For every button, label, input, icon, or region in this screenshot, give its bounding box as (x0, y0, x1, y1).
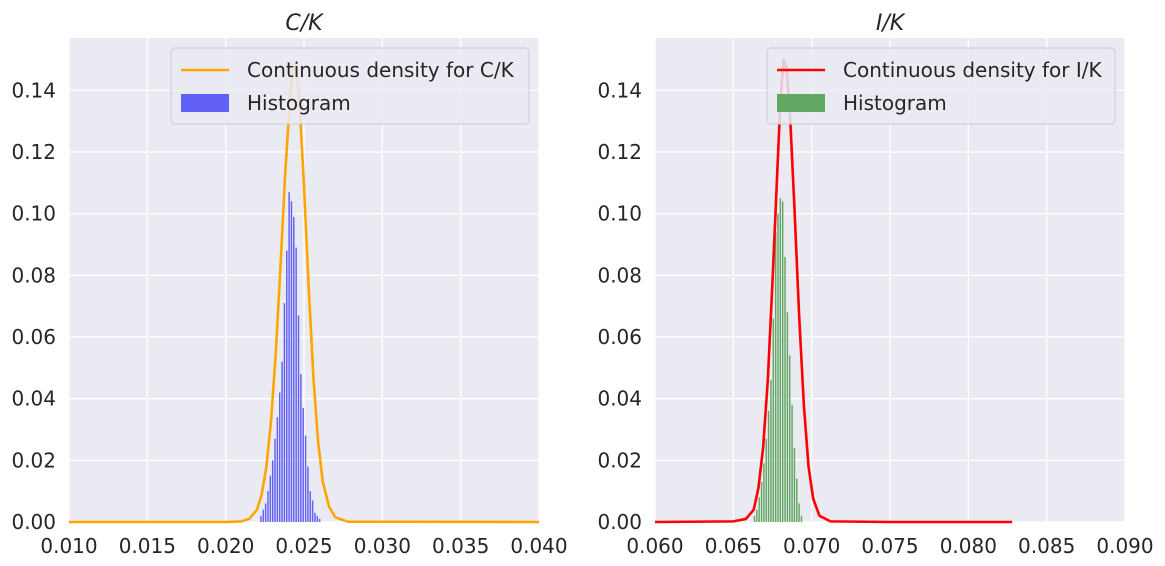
right-histogram-bar-19 (798, 503, 800, 522)
left-y-tick-label-2: 0.04 (11, 387, 56, 411)
left-histogram-bar-15 (295, 247, 297, 523)
left-histogram-bar-10 (283, 303, 286, 522)
right-y-tick-label-5: 0.10 (597, 202, 642, 226)
left-histogram-bar-22 (311, 500, 314, 522)
left-legend: Continuous density for C/K Histogram (170, 47, 530, 125)
left-legend-box (170, 47, 530, 125)
left-x-tick-label-1: 0.015 (119, 534, 176, 558)
left-y-tick-label-4: 0.08 (11, 263, 56, 287)
left-y-tick-label-0: 0.00 (11, 510, 56, 534)
left-histogram-bar-19 (304, 435, 307, 522)
right-x-tick-label-0: 0.060 (626, 534, 683, 558)
right-histogram-bar-3 (760, 481, 763, 522)
right-histogram-bar-17 (793, 448, 796, 522)
right-y-tick-label-4: 0.08 (597, 263, 642, 287)
left-x-tick-label-5: 0.035 (432, 534, 489, 558)
right-histogram-bar-0 (753, 515, 756, 522)
right-x-tick-label-3: 0.075 (861, 534, 918, 558)
right-histogram-bar-16 (791, 404, 793, 522)
right-histogram-bar-14 (786, 312, 789, 522)
left-chart-title: C/K (285, 11, 324, 36)
left-histogram-bar-3 (267, 491, 269, 522)
left-histogram-bar-5 (271, 460, 274, 522)
right-x-tick-label-2: 0.070 (783, 534, 840, 558)
right-histogram-bar-4 (763, 463, 765, 522)
left-histogram-bar-4 (269, 475, 272, 522)
left-histogram-bar-25 (318, 518, 321, 522)
left-y-tick-label-1: 0.02 (11, 448, 56, 472)
right-chart-title: I/K (876, 11, 906, 36)
left-histogram-bar-12 (288, 192, 290, 522)
left-y-tick-label-3: 0.06 (11, 325, 56, 349)
left-x-tick-label-2: 0.020 (197, 534, 254, 558)
left-x-tick-label-6: 0.040 (510, 534, 567, 558)
right-y-tick-label-6: 0.12 (597, 140, 642, 164)
right-y-tick-label-2: 0.04 (597, 387, 642, 411)
left-histogram-bar-11 (286, 250, 288, 522)
right-x-tick-label-1: 0.065 (705, 534, 762, 558)
left-histogram-bar-0 (260, 515, 262, 522)
left-histogram-bar-8 (278, 392, 281, 522)
right-legend-label-density: Continuous density for I/K (843, 58, 1102, 82)
left-y-tick-label-6: 0.12 (11, 140, 56, 164)
left-x-tick-label-4: 0.030 (354, 534, 411, 558)
left-histogram-bar-23 (314, 512, 316, 522)
right-x-tick-label-6: 0.090 (1096, 534, 1153, 558)
left-histogram-bar-13 (290, 201, 293, 522)
left-histogram-bar-2 (264, 503, 267, 522)
left-legend-label-histogram: Histogram (247, 91, 351, 115)
right-histogram-bar-11 (779, 198, 782, 522)
left-x-tick-label-0: 0.010 (40, 534, 97, 558)
right-histogram-bar-18 (796, 478, 798, 522)
right-histogram-bar-12 (781, 201, 784, 522)
right-histogram-bar-13 (784, 256, 786, 522)
right-y-tick-label-7: 0.14 (597, 78, 642, 102)
right-legend-box (766, 47, 1116, 125)
left-histogram-bar-9 (281, 361, 283, 522)
left-x-tick-label-3: 0.025 (275, 534, 332, 558)
right-histogram-bar-8 (772, 318, 775, 522)
right-histogram-bar-10 (777, 213, 779, 523)
right-legend-label-histogram: Histogram (843, 91, 947, 115)
right-legend-patch-swatch (777, 94, 825, 112)
right-histogram-bar-5 (765, 438, 767, 522)
right-histogram-bar-9 (774, 232, 777, 523)
right-histogram-bar-1 (756, 509, 758, 522)
right-x-tick-label-4: 0.080 (940, 534, 997, 558)
left-legend-patch-swatch (181, 94, 229, 112)
right-histogram-bar-2 (758, 497, 760, 522)
left-histogram-bar-7 (276, 417, 279, 522)
left-histogram-bar-24 (316, 515, 319, 522)
right-histogram-bar-6 (767, 411, 770, 522)
left-histogram-bar-6 (274, 438, 276, 522)
left-legend-label-density: Continuous density for C/K (247, 58, 515, 82)
left-histogram-bar-16 (297, 315, 300, 522)
right-histogram-bar-7 (770, 380, 772, 522)
right-histogram-bar-20 (800, 515, 803, 522)
left-y-tick-label-7: 0.14 (11, 78, 56, 102)
right-y-tick-label-1: 0.02 (597, 448, 642, 472)
right-y-tick-label-0: 0.00 (597, 510, 642, 534)
left-histogram-bar-20 (307, 466, 309, 522)
left-histogram-bar-17 (300, 374, 302, 522)
right-y-tick-label-3: 0.06 (597, 325, 642, 349)
left-histogram-bar-14 (293, 216, 295, 522)
right-x-tick-label-5: 0.085 (1018, 534, 1075, 558)
left-histogram-bar-21 (309, 491, 311, 522)
right-histogram-bar-15 (789, 355, 791, 522)
left-histogram-bar-1 (262, 509, 264, 522)
right-legend: Continuous density for I/K Histogram (766, 47, 1116, 125)
left-chart-panel: 0.010 0.015 0.020 0.025 0.030 0.035 0.040 0.00 0… (11, 11, 567, 558)
left-histogram-bar-18 (302, 407, 304, 522)
left-y-tick-label-5: 0.10 (11, 202, 56, 226)
right-chart-panel: 0.060 0.065 0.070 0.075 0.080 0.085 0.090 0.00 0… (597, 11, 1153, 558)
